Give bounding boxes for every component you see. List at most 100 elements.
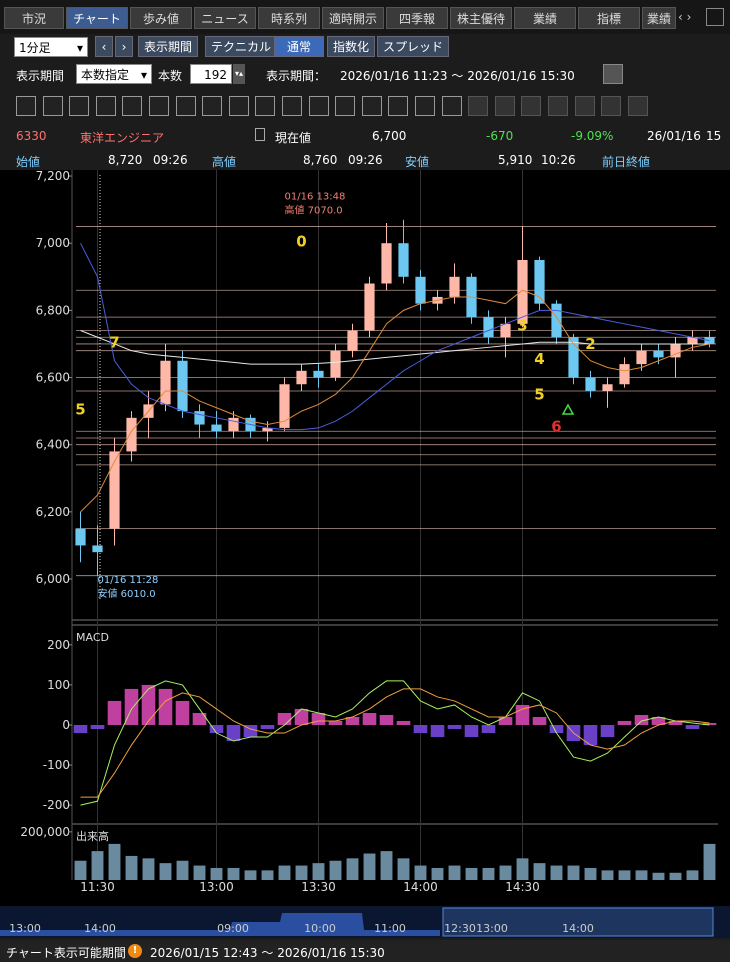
macd-bar <box>209 725 224 734</box>
macd-bar <box>192 712 207 725</box>
macd-bar <box>583 725 598 746</box>
line <box>80 680 710 806</box>
line <box>80 289 710 513</box>
macd-bar <box>447 725 462 730</box>
volume-bar <box>635 870 648 880</box>
prev-button[interactable]: ‹ <box>95 36 113 57</box>
macd-bar <box>430 725 445 738</box>
chart-background <box>0 170 730 906</box>
annotation: 5 <box>534 385 544 403</box>
y-tick-label: -100 <box>43 758 70 772</box>
count-input[interactable]: 192 <box>190 64 232 84</box>
open-label: 始値 <box>16 155 41 169</box>
navigator-area <box>0 913 440 936</box>
macd-bar <box>464 725 479 738</box>
current-price: 6,700 <box>372 129 407 143</box>
macd-bar <box>413 725 428 734</box>
tool-icon[interactable] <box>335 96 356 116</box>
annotation: 01/16 13:48 <box>285 192 346 203</box>
range-label: 表示期間 <box>16 69 65 83</box>
volume-bar <box>244 870 257 880</box>
volume-bar <box>74 860 87 880</box>
volume-bar <box>703 843 716 880</box>
memo-icon[interactable] <box>255 128 265 141</box>
open-time: 09:26 <box>153 153 188 167</box>
tool-icon[interactable] <box>175 96 196 116</box>
tool-icon[interactable] <box>494 96 515 116</box>
volume-bar <box>142 858 155 880</box>
reset-button[interactable] <box>603 64 623 84</box>
mode-select[interactable]: 本数指定 ▾ <box>76 64 152 84</box>
signal-triangle <box>561 403 575 415</box>
tab[interactable]: ニュース <box>194 7 256 29</box>
candle-body <box>228 417 239 432</box>
tool-icon[interactable] <box>149 96 169 116</box>
navigator-label: 11:00 <box>374 922 406 935</box>
tool-icon[interactable] <box>122 96 143 116</box>
tool-icon[interactable] <box>521 96 542 116</box>
volume-bar <box>448 865 461 880</box>
annotation: 4 <box>534 350 544 368</box>
candle-body <box>687 337 698 344</box>
grid-icon[interactable] <box>706 8 724 26</box>
tool-icon[interactable] <box>69 96 90 116</box>
navigator-label: 14:00 <box>562 922 594 935</box>
tab[interactable]: 業績 <box>514 7 576 29</box>
high: 8,760 <box>303 153 338 167</box>
navigator-label: 13:00 <box>476 922 508 935</box>
tab[interactable]: 市況 <box>4 7 64 29</box>
toolbar-button[interactable]: テクニカル <box>205 36 278 57</box>
macd-bar <box>651 716 666 725</box>
toolbar-button[interactable]: 表示期間 <box>138 36 199 57</box>
tool-icon[interactable] <box>95 96 116 116</box>
tab[interactable]: 株主優待 <box>450 7 512 29</box>
tool-icon[interactable] <box>255 96 276 116</box>
next-button[interactable]: › <box>115 36 133 57</box>
tool-icon[interactable] <box>282 96 302 116</box>
tab[interactable]: 業績 <box>642 7 676 29</box>
tab[interactable]: 指標 <box>578 7 640 29</box>
candle-body <box>109 451 120 529</box>
tool-icon[interactable] <box>574 96 595 116</box>
tool-icon[interactable] <box>228 96 249 116</box>
toolbar-button[interactable]: 指数化 <box>327 36 376 57</box>
toolbar-button[interactable]: 通常 <box>274 36 324 57</box>
candle-body <box>313 370 324 378</box>
tool-icon[interactable] <box>361 96 382 116</box>
macd-bar <box>668 720 683 725</box>
navigator-label: 10:00 <box>304 922 336 935</box>
period-select[interactable]: 1分足 ▾ <box>14 37 88 57</box>
macd-bar <box>226 725 241 742</box>
tab[interactable]: 歩み値 <box>130 7 192 29</box>
tab[interactable]: 時系列 <box>258 7 320 29</box>
tab-scroll[interactable]: ‹ › <box>678 10 692 24</box>
volume-bar <box>567 865 580 880</box>
tool-icon[interactable] <box>468 96 489 116</box>
spinner[interactable]: ▾▴ <box>233 64 245 84</box>
tool-icon[interactable] <box>601 96 622 116</box>
candle-body <box>330 350 341 378</box>
tool-icon[interactable] <box>415 96 435 116</box>
annotation: 高値 7070.0 <box>285 204 343 217</box>
tool-icon[interactable] <box>388 96 409 116</box>
tool-icon[interactable] <box>441 96 462 116</box>
tool-icon[interactable] <box>42 96 63 116</box>
period-unit: 1分足 <box>19 41 51 55</box>
tab[interactable]: 適時開示 <box>322 7 384 29</box>
tool-icon[interactable] <box>627 96 648 116</box>
count-label: 本数 <box>158 69 183 83</box>
tool-icon[interactable] <box>308 96 329 116</box>
tab[interactable]: 四季報 <box>386 7 448 29</box>
toolbar-button[interactable]: スプレッド <box>377 36 450 57</box>
tool-icon[interactable] <box>548 96 568 116</box>
annotation: 0 <box>296 233 306 251</box>
navigator-label: 09:00 <box>217 922 249 935</box>
tool-icon[interactable] <box>202 96 223 116</box>
macd-bar <box>396 720 411 725</box>
macd-bar <box>379 714 394 725</box>
tab[interactable]: チャート <box>66 7 128 29</box>
volume-bar <box>193 865 206 880</box>
volume-bar <box>227 867 240 880</box>
tool-icon[interactable] <box>16 96 36 116</box>
